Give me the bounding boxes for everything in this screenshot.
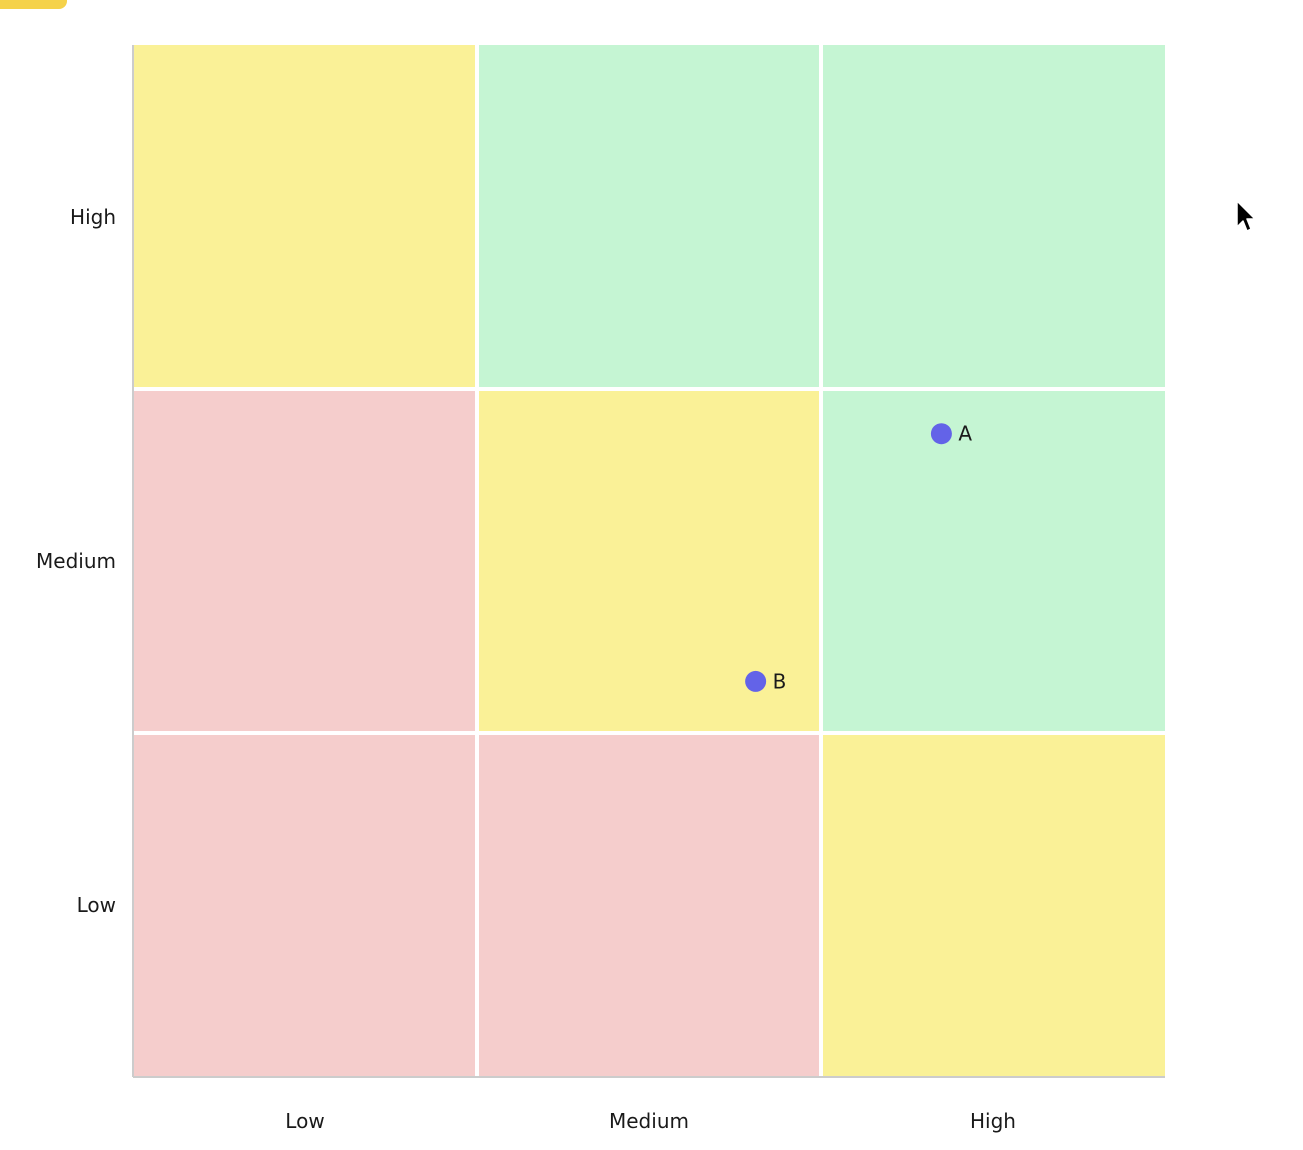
x-tick-labels: Low Medium High — [285, 1109, 1016, 1133]
matrix-cell-low-medium — [479, 735, 819, 1077]
axes — [132, 45, 1165, 1078]
matrix-cell-low-high — [823, 735, 1165, 1077]
matrix-cell-medium-medium — [479, 391, 819, 731]
y-tick-label: High — [70, 205, 116, 229]
data-point-label: B — [773, 669, 787, 693]
data-point-a[interactable] — [930, 423, 952, 445]
y-tick-label: Medium — [36, 549, 116, 573]
y-tick-label: Low — [77, 893, 116, 917]
top-accent-tab[interactable] — [0, 0, 67, 9]
matrix-cell-high-high — [823, 45, 1165, 387]
x-tick-label: High — [970, 1109, 1016, 1133]
matrix-cell-low-low — [133, 735, 475, 1077]
matrix-cells — [133, 45, 1165, 1077]
matrix-cell-medium-low — [133, 391, 475, 731]
data-point-b[interactable] — [745, 670, 767, 692]
y-tick-labels: Low Medium High — [36, 205, 116, 917]
matrix-cell-high-low — [133, 45, 475, 387]
x-tick-label: Low — [285, 1109, 324, 1133]
matrix-cell-high-medium — [479, 45, 819, 387]
x-tick-label: Medium — [609, 1109, 689, 1133]
data-points: AB — [745, 422, 972, 693]
matrix-cell-medium-high — [823, 391, 1165, 731]
mouse-cursor-icon — [1236, 200, 1256, 232]
data-point-label: A — [958, 422, 972, 446]
